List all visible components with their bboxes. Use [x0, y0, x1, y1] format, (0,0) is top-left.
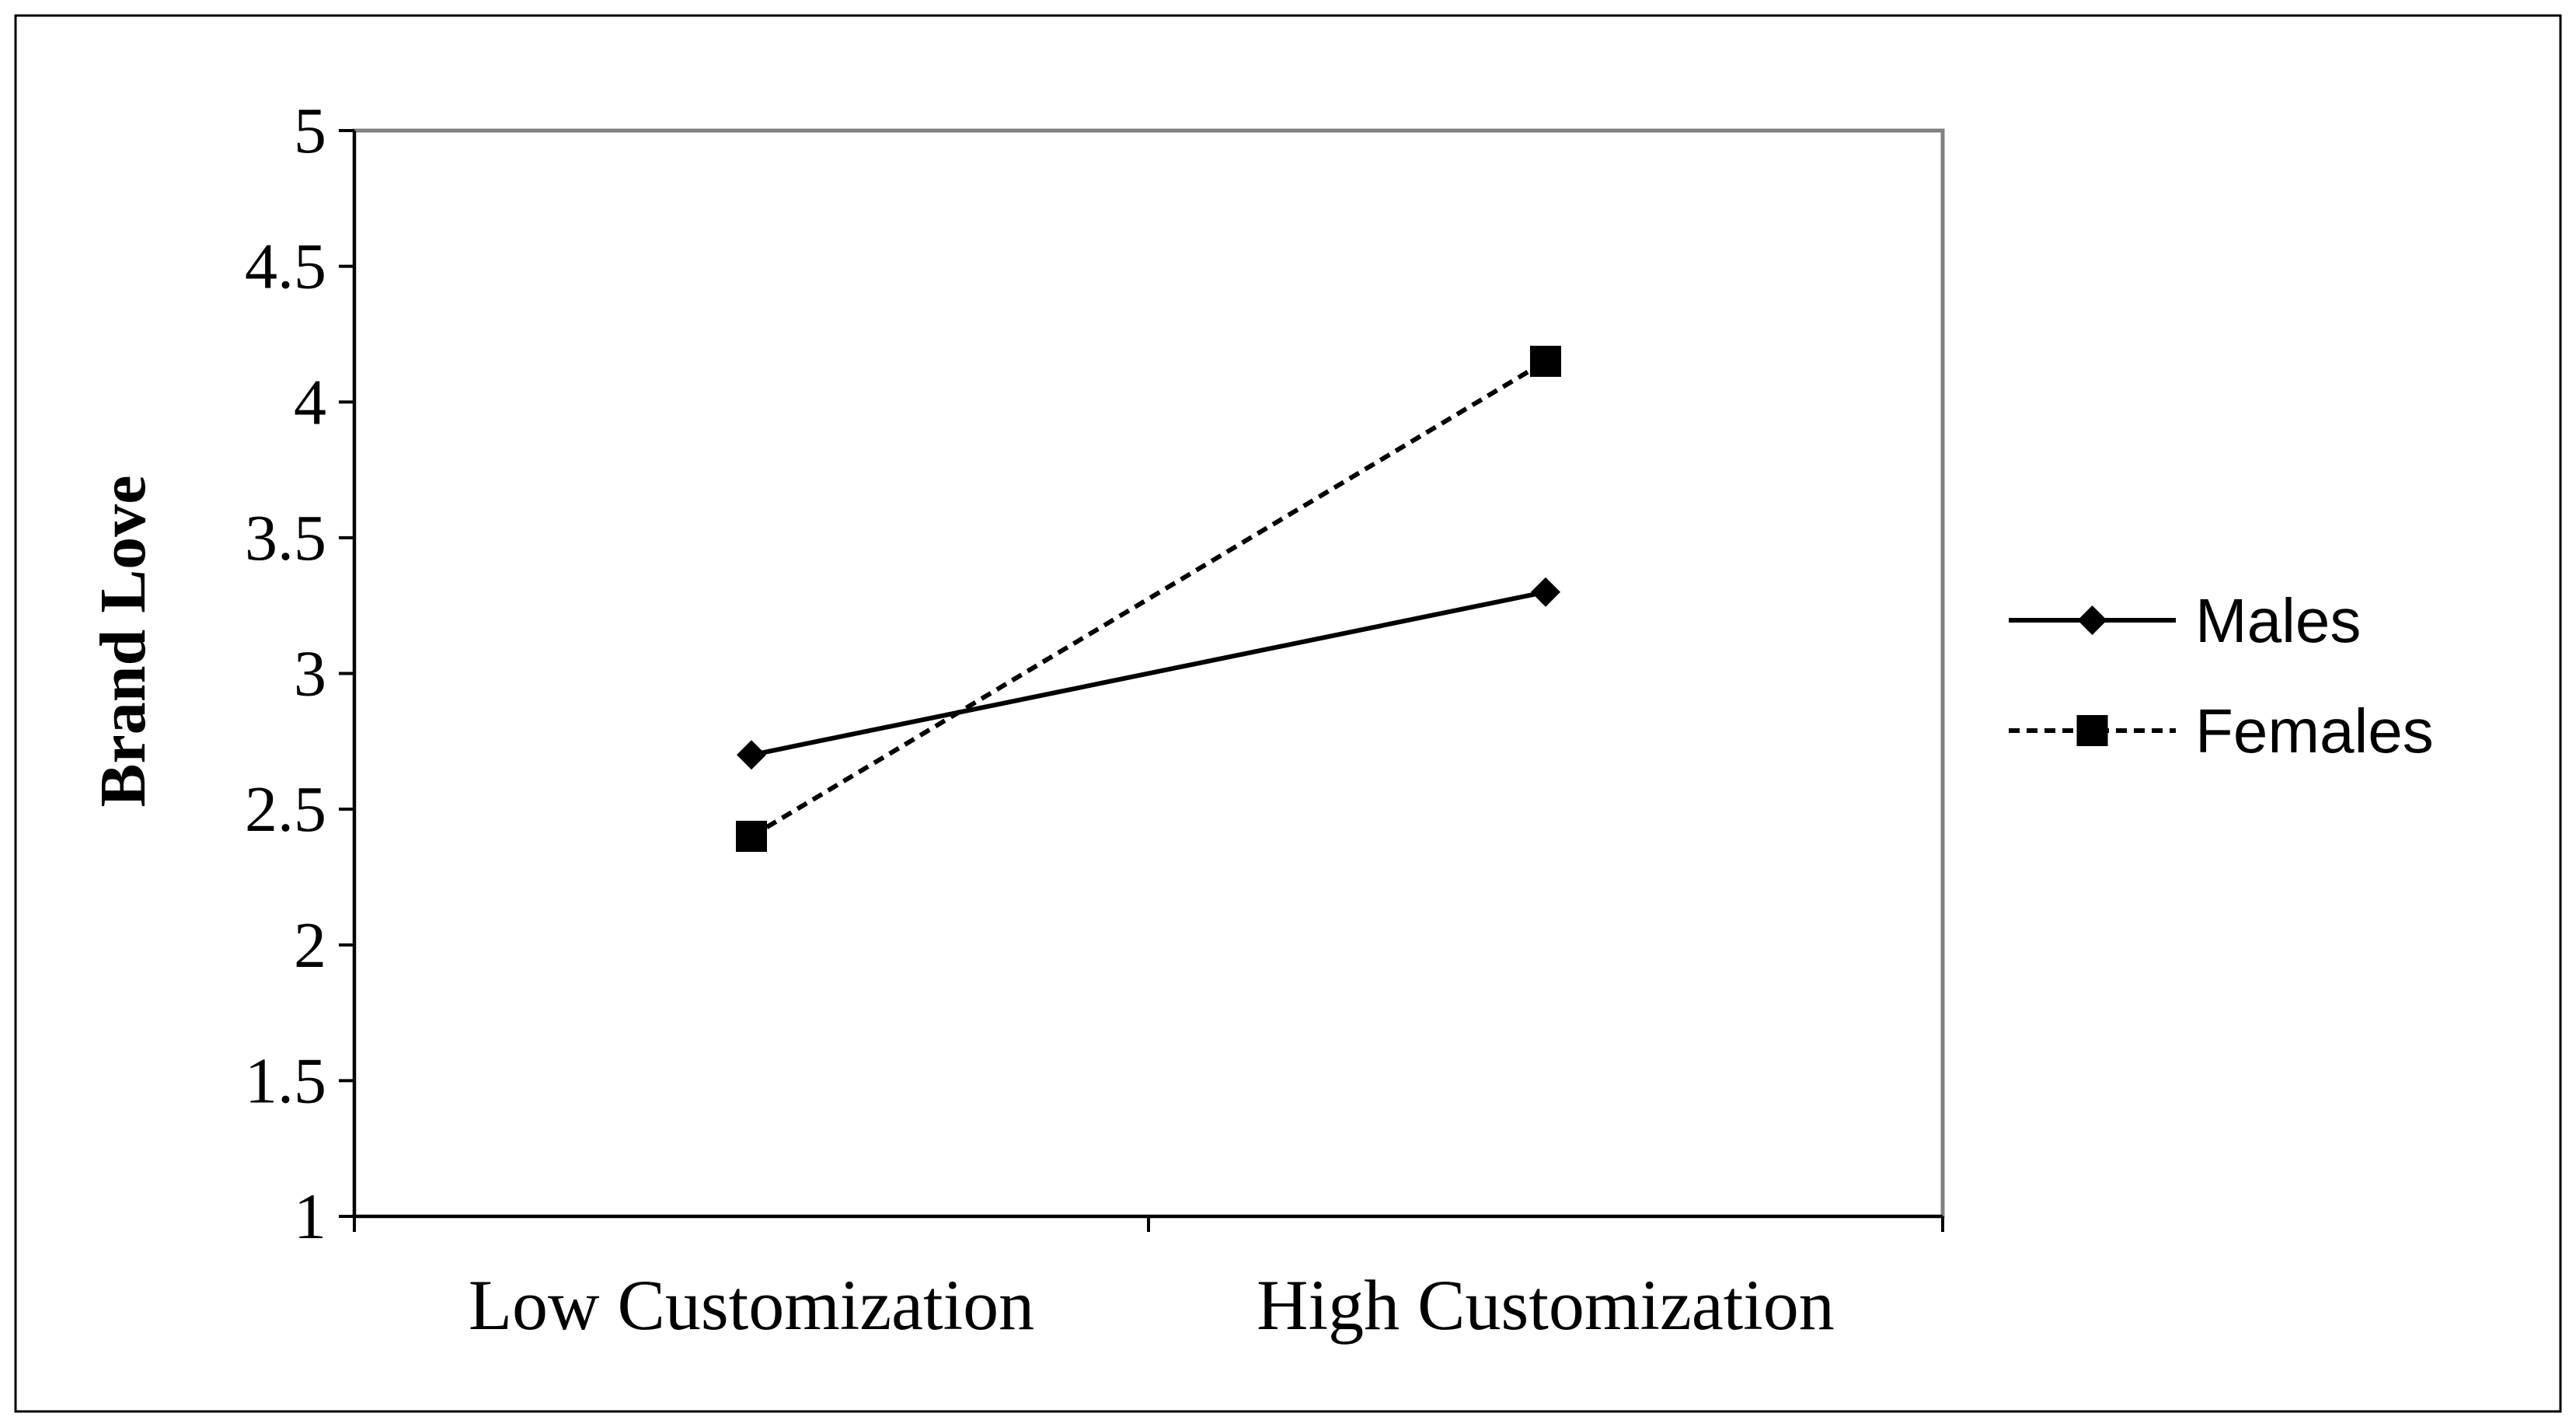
data-point-females [736, 821, 767, 853]
y-tick-label: 2.5 [245, 773, 326, 846]
y-tick-label: 1.5 [245, 1045, 326, 1117]
legend-marker-males [2077, 605, 2107, 635]
x-category-label: High Customization [1257, 1265, 1835, 1345]
y-tick-label: 1 [294, 1181, 326, 1253]
data-point-males [1531, 577, 1560, 607]
x-axis-ticks: Low Customization High Customization [353, 1216, 1944, 1345]
legend-marker-females [2076, 715, 2108, 746]
y-tick-label: 5 [294, 95, 326, 167]
series-line-females [750, 359, 1547, 839]
y-tick-label: 3.5 [245, 502, 326, 574]
legend: Males Females [2009, 586, 2434, 766]
figure-border [14, 14, 2562, 1413]
y-tick-label: 3 [294, 638, 326, 710]
y-tick-label: 2 [294, 909, 326, 982]
y-tick-label: 4.5 [245, 231, 326, 303]
data-point-males [737, 740, 766, 770]
legend-label-males: Males [2195, 586, 2361, 655]
y-tick-label: 4 [294, 366, 326, 438]
x-category-label: Low Customization [469, 1265, 1034, 1345]
legend-label-females: Females [2195, 696, 2434, 766]
y-axis-title: Brand Love [87, 475, 159, 807]
series-line-males [751, 589, 1546, 758]
series-layer [736, 345, 1561, 853]
y-axis-ticks: 1 1.5 2 2.5 3 3.5 4 4.5 5 [245, 95, 354, 1253]
data-point-females [1530, 345, 1561, 377]
